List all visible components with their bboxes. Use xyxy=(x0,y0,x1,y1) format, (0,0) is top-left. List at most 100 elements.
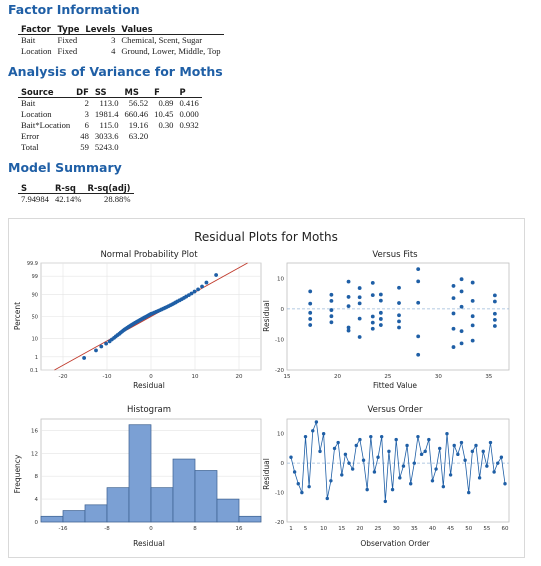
anova-cell xyxy=(176,131,201,142)
tick-label: 1 xyxy=(289,526,293,532)
anova-cell xyxy=(122,142,152,153)
anova-cell: 3033.6 xyxy=(94,131,119,141)
tick-label: 15 xyxy=(338,526,345,532)
data-point xyxy=(416,434,420,439)
panel-title-fits: Versus Fits xyxy=(372,250,418,260)
data-point xyxy=(329,292,334,297)
data-point xyxy=(463,458,467,462)
tick-label: 0 xyxy=(281,307,285,313)
anova-cell: 19.16 xyxy=(128,120,149,130)
data-point xyxy=(378,323,383,327)
col-header: R-sq xyxy=(51,183,85,194)
tick-label: 40 xyxy=(429,526,436,532)
tick-label: 30 xyxy=(393,526,400,532)
data-point xyxy=(318,449,322,454)
data-point xyxy=(289,455,293,459)
ylabel-fits: Residual xyxy=(262,300,271,332)
data-point xyxy=(361,458,366,462)
data-point xyxy=(379,434,384,439)
source-name: Total xyxy=(21,142,39,152)
factor-name: Location xyxy=(21,46,52,56)
data-point xyxy=(412,461,417,465)
data-point xyxy=(448,473,453,477)
data-point xyxy=(357,316,362,321)
data-point xyxy=(503,482,507,486)
data-point xyxy=(408,482,413,486)
data-point xyxy=(370,314,375,319)
histogram-bar xyxy=(62,510,86,523)
data-point xyxy=(441,484,446,489)
data-point xyxy=(470,314,475,319)
tick-label: -10 xyxy=(275,337,284,343)
tick-label: 35 xyxy=(411,526,418,532)
xlabel-normal: Residual xyxy=(133,381,165,390)
tick-label: -20 xyxy=(59,374,68,380)
histogram-bar xyxy=(106,487,130,523)
histogram-bar xyxy=(194,470,218,523)
tick-label: 45 xyxy=(447,526,454,532)
data-point xyxy=(451,284,456,288)
data-point xyxy=(303,434,308,439)
tick-label: -10 xyxy=(103,374,112,380)
tick-label: 0 xyxy=(35,520,39,526)
tick-label: -20 xyxy=(275,520,284,526)
anova-table: Source DF SS MS F P Bait 2 113.0 56.52 0.89 0… xyxy=(18,87,202,153)
data-point xyxy=(451,345,456,349)
data-point xyxy=(292,470,297,474)
factor-levels: 4 xyxy=(111,46,116,56)
data-point xyxy=(459,329,464,334)
data-point xyxy=(474,443,478,448)
data-point xyxy=(329,299,334,303)
anova-cell: 10.45 xyxy=(154,109,174,119)
data-point xyxy=(370,320,375,325)
residual-plots-figure: Residual Plots for Moths Normal Probabil… xyxy=(13,230,510,548)
tick-label: 50 xyxy=(465,526,472,532)
tick-label: 12 xyxy=(31,451,38,457)
table-row: Location Fixed 4 Ground, Lower, Middle, … xyxy=(18,46,224,57)
data-point xyxy=(405,443,409,448)
data-point xyxy=(470,299,475,303)
histogram-bar xyxy=(150,487,174,523)
anova-cell: 0.30 xyxy=(158,120,174,130)
data-point xyxy=(372,470,377,474)
data-point xyxy=(387,449,391,454)
tick-label: 10 xyxy=(320,526,327,532)
data-point xyxy=(430,479,435,483)
data-point xyxy=(311,429,315,433)
tick-label: 16 xyxy=(236,526,243,532)
data-point xyxy=(325,496,329,501)
table-row: Bait Fixed 3 Chemical, Scent, Sugar xyxy=(18,35,224,47)
tick-label: 8 xyxy=(193,526,197,532)
data-point xyxy=(308,323,313,327)
col-header: MS xyxy=(121,87,152,98)
anova-cell: 3 xyxy=(84,109,89,119)
data-point xyxy=(357,286,362,290)
panel-title-order: Versus Order xyxy=(368,405,423,415)
data-point xyxy=(346,325,351,330)
source-name: Error xyxy=(21,131,40,141)
data-point xyxy=(492,299,497,304)
data-point xyxy=(204,280,209,285)
anova-cell: 59 xyxy=(80,142,89,152)
data-point xyxy=(358,437,362,442)
tick-label: 16 xyxy=(31,428,38,434)
col-header: DF xyxy=(73,87,92,98)
data-point xyxy=(376,455,380,459)
xlabel-fits: Fitted Value xyxy=(373,381,417,390)
data-point xyxy=(300,490,304,495)
data-point xyxy=(350,467,355,471)
tick-label: 20 xyxy=(356,526,363,532)
data-point xyxy=(365,487,369,492)
data-point xyxy=(347,461,351,465)
data-point xyxy=(427,437,431,442)
rsq-value: 42.14% xyxy=(54,194,82,204)
data-point xyxy=(346,295,351,299)
data-point xyxy=(492,311,497,316)
ylabel-normal: Percent xyxy=(13,302,22,330)
anova-cell: 0.932 xyxy=(179,120,199,130)
tick-label: -20 xyxy=(275,368,284,374)
data-point xyxy=(451,326,456,331)
data-point xyxy=(378,310,383,315)
tick-label: 10 xyxy=(277,276,284,282)
ylabel-order: Residual xyxy=(262,458,271,490)
